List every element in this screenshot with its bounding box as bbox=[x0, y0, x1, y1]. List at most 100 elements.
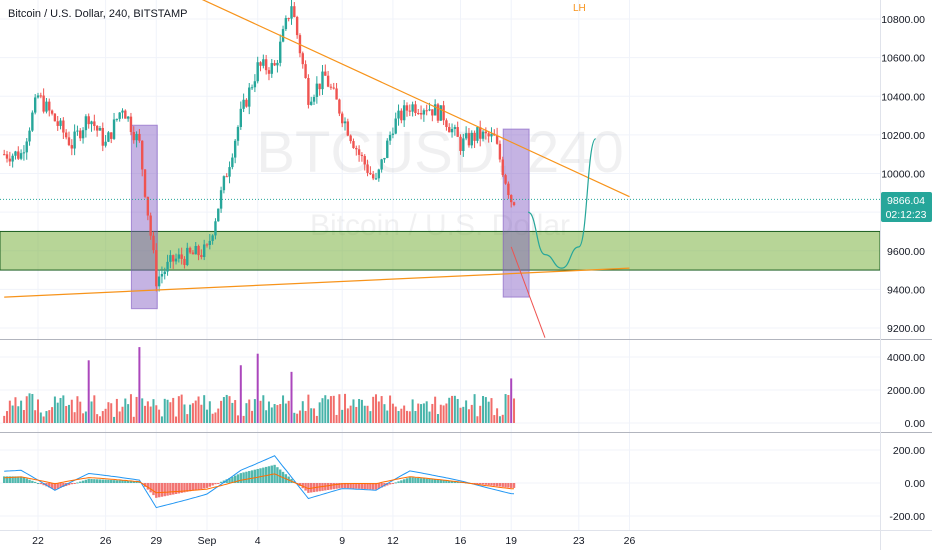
support-zone[interactable] bbox=[0, 230, 881, 271]
volume-bar bbox=[31, 393, 34, 423]
volume-bar bbox=[70, 399, 73, 423]
candle-down bbox=[346, 121, 350, 136]
volume-bar bbox=[425, 401, 428, 423]
volume-bar bbox=[369, 411, 372, 423]
volume-bar bbox=[338, 394, 341, 423]
price-axis[interactable]: 10800.00 10600.00 10400.00 10200.00 10000.00… bbox=[881, 14, 925, 523]
volume-bar bbox=[417, 403, 420, 423]
macd-histogram-bar bbox=[5, 476, 9, 483]
macd-histogram-bar bbox=[76, 482, 79, 484]
time-tick-label: 9 bbox=[339, 535, 345, 547]
candle-down bbox=[132, 132, 135, 141]
volume-bar bbox=[189, 404, 192, 423]
annotation-lh[interactable]: LH bbox=[573, 3, 586, 14]
macd-histogram-bar bbox=[202, 483, 206, 489]
candle-up bbox=[76, 130, 79, 132]
volume-bar bbox=[490, 398, 493, 423]
volume-bar bbox=[436, 414, 439, 423]
volume-bar bbox=[67, 404, 70, 423]
price-tick-label: 10400.00 bbox=[881, 91, 925, 103]
volume-bar bbox=[439, 404, 442, 423]
volume-bar bbox=[355, 406, 358, 423]
volume-bar bbox=[487, 401, 490, 423]
candle-up bbox=[45, 101, 48, 112]
volume-bar bbox=[414, 411, 417, 423]
candle-down bbox=[295, 17, 299, 36]
volume-bar bbox=[73, 412, 76, 423]
candle-up bbox=[118, 112, 121, 119]
macd-histogram-bar bbox=[479, 483, 482, 485]
macd-histogram-bar bbox=[484, 483, 488, 485]
volume-tick-label: 2000.00 bbox=[887, 385, 925, 397]
volume-bar bbox=[493, 415, 496, 423]
volume-bar bbox=[445, 403, 448, 423]
volume-bar bbox=[256, 353, 259, 423]
price-tick-label: 10000.00 bbox=[881, 169, 925, 181]
candle-up bbox=[31, 112, 34, 131]
macd-histogram-bar bbox=[121, 480, 124, 483]
volume-bar bbox=[208, 401, 211, 423]
drawings[interactable] bbox=[0, 0, 880, 338]
volume-bar bbox=[76, 396, 79, 423]
candle-down bbox=[39, 95, 43, 97]
macd-histogram-bar bbox=[388, 483, 392, 485]
candle-down bbox=[507, 183, 510, 196]
macd-histogram-bar bbox=[11, 476, 14, 483]
macd-histogram-bar bbox=[402, 479, 406, 483]
macd-histogram-bar bbox=[355, 483, 358, 489]
candle-down bbox=[510, 195, 513, 203]
volume-bar bbox=[341, 409, 344, 423]
candle-up bbox=[169, 255, 172, 262]
time-tick-label: 16 bbox=[455, 535, 467, 547]
volume-bar bbox=[234, 400, 237, 423]
candle-down bbox=[180, 254, 183, 259]
macd-histogram-bar bbox=[360, 483, 364, 489]
volume-bar bbox=[400, 408, 403, 423]
candle-up bbox=[115, 118, 119, 120]
macd-histogram-bar bbox=[132, 481, 135, 483]
candle-down bbox=[366, 164, 369, 173]
candle-down bbox=[95, 125, 99, 131]
macd-histogram-bar bbox=[510, 483, 513, 488]
candle-down bbox=[17, 151, 20, 159]
volume-bar bbox=[467, 409, 470, 423]
candle-down bbox=[245, 99, 248, 107]
time-tick-label: Sep bbox=[198, 535, 217, 547]
candle-up bbox=[239, 108, 242, 127]
highlight-box-2 bbox=[502, 128, 530, 298]
volume-bar bbox=[287, 400, 290, 423]
time-axis[interactable]: 22 26 29 Sep 4 9 12 16 19 23 26 bbox=[32, 535, 635, 547]
candle-up bbox=[214, 221, 217, 236]
projection-curve bbox=[527, 138, 597, 269]
macd-histogram-bar bbox=[110, 479, 113, 483]
macd-histogram-bar bbox=[239, 473, 242, 483]
macd-histogram-bar bbox=[79, 481, 82, 483]
candle-up bbox=[157, 276, 161, 287]
macd-histogram-bar bbox=[214, 483, 217, 485]
candle-up bbox=[462, 138, 465, 151]
volume-bar bbox=[160, 416, 163, 423]
macd-histogram-bar bbox=[146, 483, 150, 490]
volume-bar bbox=[344, 393, 347, 423]
macd-histogram-bar bbox=[425, 478, 428, 483]
watermark-symbol: BTCUSD, 240 bbox=[256, 120, 623, 185]
highlight-boxes[interactable] bbox=[130, 124, 530, 310]
volume-bar bbox=[214, 412, 217, 423]
volume-bar bbox=[239, 365, 242, 423]
candle-down bbox=[152, 235, 155, 251]
macd-histogram-bar bbox=[95, 479, 99, 483]
volume-bar bbox=[28, 393, 31, 423]
candle-up bbox=[422, 110, 426, 115]
candle-down bbox=[341, 113, 344, 124]
macd-histogram-bar bbox=[380, 483, 383, 488]
candle-down bbox=[501, 159, 504, 176]
macd-histogram-bar bbox=[126, 480, 130, 483]
volume-bar bbox=[405, 410, 408, 423]
volume-bar bbox=[273, 404, 276, 423]
volume-bar bbox=[397, 411, 400, 423]
candle-up bbox=[112, 119, 116, 139]
volume-bar bbox=[473, 394, 476, 423]
macd-histogram-bar bbox=[371, 483, 375, 490]
candle-up bbox=[490, 133, 493, 137]
